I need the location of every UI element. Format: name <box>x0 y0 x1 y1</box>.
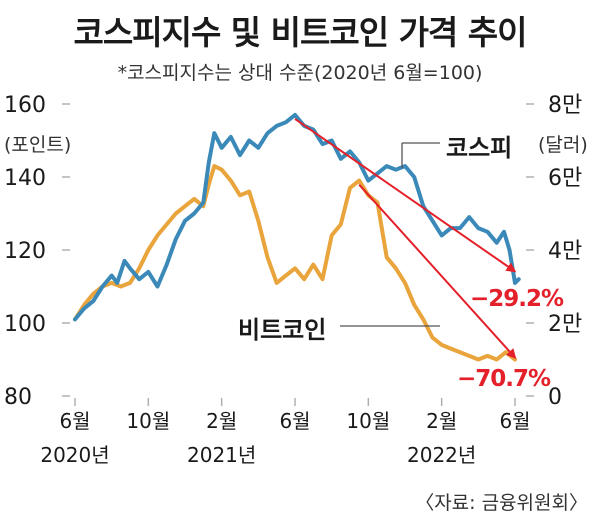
right-axis-tick-label: 2만 <box>548 312 582 337</box>
chart-title: 코스피지수 및 비트코인 가격 추이 <box>73 13 528 52</box>
x-axis-tick-label: 6월 <box>499 409 530 433</box>
chart-subtitle: *코스피지수는 상대 수준(2020년 6월=100) <box>117 62 483 84</box>
left-axis-tick-label: 80 <box>4 385 32 410</box>
right-axis-tick-label: 0 <box>548 385 562 410</box>
x-axis-year-label: 2021년 <box>187 443 256 467</box>
left-axis-tick-label: 160 <box>4 93 46 118</box>
right-axis-tick-label: 4만 <box>548 239 582 264</box>
right-axis-tick-label: 6만 <box>548 166 582 191</box>
x-axis-tick-label: 6월 <box>279 409 310 433</box>
x-axis-tick-label: 10월 <box>346 409 390 433</box>
bitcoin-decline-arrow <box>358 183 517 359</box>
x-axis-tick-label: 2월 <box>426 409 457 433</box>
left-axis-tick-label: 140 <box>4 166 46 191</box>
kospi-decline-arrow <box>294 118 517 273</box>
right-axis-title: (달러) <box>538 134 588 156</box>
kospi-series-label: 코스피 <box>444 128 515 163</box>
bitcoin-series-label: 비트코인 <box>236 310 329 345</box>
x-axis-tick-label: 2월 <box>206 409 237 433</box>
source-note: 〈자료: 금융위원회〉 <box>415 492 588 514</box>
kospi-change-label: −29.2% <box>470 286 564 312</box>
left-axis-title: (포인트) <box>4 134 72 156</box>
x-axis-tick-label: 6월 <box>59 409 90 433</box>
left-axis-tick-label: 100 <box>4 312 46 337</box>
bitcoin-line <box>73 164 517 362</box>
right-axis-tick-label: 8만 <box>548 93 582 118</box>
left-axis-tick-label: 120 <box>4 239 46 264</box>
bitcoin-change-label: −70.7% <box>457 366 551 392</box>
x-axis-tick-label: 10월 <box>126 409 170 433</box>
x-axis-year-label: 2020년 <box>40 443 109 467</box>
x-axis-year-label: 2022년 <box>407 443 476 467</box>
